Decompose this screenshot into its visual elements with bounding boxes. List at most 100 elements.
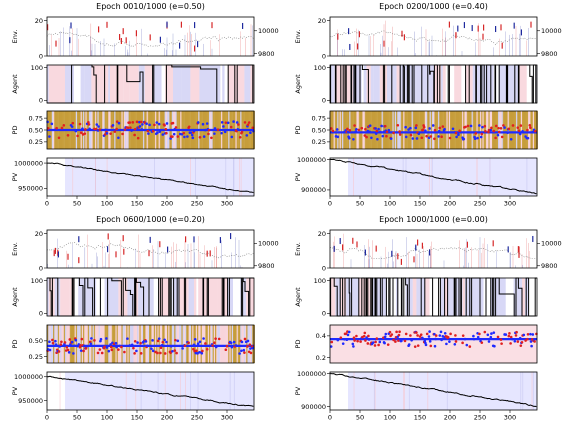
x-tick-label: 0 (45, 414, 49, 422)
agent-band (161, 65, 166, 103)
pd-point (395, 330, 398, 334)
env-trade-mark (194, 45, 196, 52)
pd-point (129, 126, 132, 129)
pd-point (421, 336, 424, 340)
agent-band (420, 65, 427, 103)
pd-band (128, 325, 131, 363)
pd-band (338, 111, 340, 149)
agent-band (334, 65, 342, 103)
pd-band (354, 111, 356, 149)
pd-point (526, 333, 530, 336)
env-trade-mark (230, 233, 232, 240)
pd-point (487, 128, 491, 132)
pv-frame (329, 371, 538, 411)
env-frame (46, 16, 255, 57)
pd-point (462, 137, 466, 141)
pd-point (403, 339, 407, 343)
pd-band (157, 325, 159, 363)
env-trade-mark (532, 235, 534, 242)
pd-point (96, 351, 100, 355)
pd-point (410, 337, 414, 341)
pd-band (176, 325, 179, 363)
pd-point (480, 341, 484, 344)
pd-point (222, 125, 225, 128)
agent-band (416, 65, 421, 103)
pd-band (121, 325, 123, 363)
pd-band (101, 325, 103, 363)
pd-point (183, 135, 186, 139)
pd-point (413, 345, 417, 348)
pd-point (533, 340, 536, 343)
y-tick-label: 0 (39, 52, 43, 60)
agent-band (127, 278, 130, 316)
pd-band (212, 325, 215, 363)
y-tick-label: 0.75 (29, 114, 43, 122)
agent-frame (329, 64, 538, 104)
pd-band (98, 325, 101, 363)
agent-band (150, 65, 152, 103)
pd-point (240, 130, 244, 134)
agent-band (489, 65, 494, 103)
pd-point (531, 333, 535, 336)
agent-band (444, 278, 447, 316)
x-tick-label: 50 (73, 200, 81, 208)
pd-point (473, 137, 477, 141)
pd-point (133, 339, 137, 343)
y-axis-label: PD (11, 340, 19, 349)
x-tick-label: 200 (161, 414, 173, 422)
pd-point (397, 339, 400, 342)
pd-point (434, 337, 437, 341)
pd-band (66, 325, 68, 363)
pd-band (481, 111, 483, 149)
pd-point (404, 135, 408, 139)
pd-point (400, 339, 403, 343)
pd-point (57, 350, 61, 353)
pd-point (507, 334, 511, 338)
y-tick-label: 1000000 (297, 370, 326, 378)
pd-band (145, 325, 147, 363)
pd-point (85, 344, 89, 348)
pd-point (359, 340, 362, 343)
pd-point (377, 343, 380, 347)
pd-band (119, 325, 121, 363)
pd-point (383, 341, 386, 345)
agent-band (129, 278, 136, 316)
pd-point (398, 133, 402, 136)
y-tick-label: 1000000 (14, 159, 43, 167)
pd-point (428, 340, 432, 343)
pd-point (175, 351, 178, 355)
pd-point (364, 127, 367, 131)
env-trade-mark (206, 250, 208, 257)
pd-point (128, 344, 132, 347)
y-axis-label: Env. (11, 242, 19, 256)
y-tick-label: 900000 (301, 403, 326, 411)
pd-point (117, 348, 120, 351)
pd-band (516, 111, 518, 149)
pv-line (330, 158, 537, 195)
pd-point (385, 130, 389, 134)
pd-point (79, 131, 83, 134)
pd-point (145, 344, 149, 348)
pd-point (109, 345, 113, 349)
pd-point (449, 332, 452, 336)
pd-band (340, 111, 343, 149)
agent-band (108, 65, 110, 103)
pd-band (417, 111, 420, 149)
agent-band (224, 65, 228, 103)
y-axis-label: Agent (11, 287, 19, 307)
pd-point (58, 345, 61, 348)
env-trade-mark (159, 36, 161, 43)
env-trade-mark (193, 236, 195, 243)
pd-band (170, 325, 173, 363)
env-trade-mark (391, 250, 393, 257)
pd-point (352, 345, 355, 348)
pd-point (339, 336, 343, 339)
pd-point (515, 330, 518, 334)
agent-frame (329, 277, 538, 317)
pd-band (86, 325, 89, 363)
env-trade-mark (55, 40, 57, 47)
agent-band (138, 278, 140, 316)
pd-band (245, 325, 247, 363)
agent-band (493, 65, 499, 103)
pd-point (484, 129, 487, 133)
